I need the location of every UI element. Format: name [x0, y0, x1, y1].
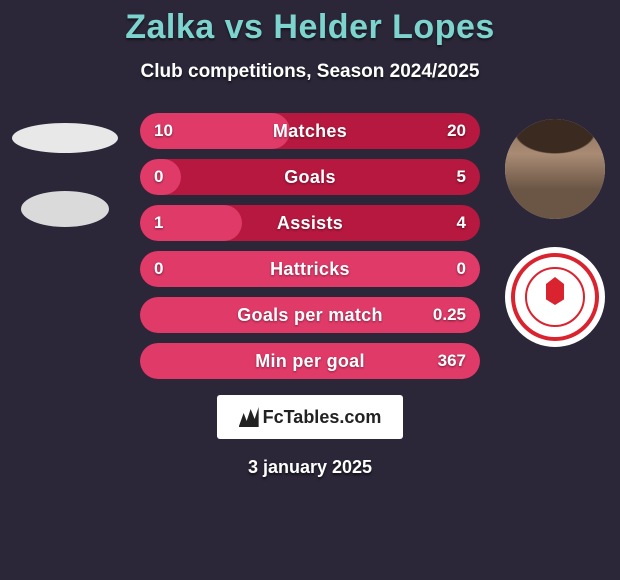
stat-right-value: 0 [457, 259, 466, 279]
chart-icon [239, 407, 259, 427]
right-player-photo [505, 119, 605, 219]
stat-label: Hattricks [140, 259, 480, 280]
right-club-badge [505, 247, 605, 347]
stat-label: Assists [140, 213, 480, 234]
branding-badge: FcTables.com [217, 395, 403, 439]
photo-hair [505, 119, 605, 159]
subtitle: Club competitions, Season 2024/2025 [141, 61, 480, 83]
stat-label: Matches [140, 121, 480, 142]
stat-label: Min per goal [140, 351, 480, 372]
stat-bar: 0Hattricks0 [140, 251, 480, 287]
page-title: Zalka vs Helder Lopes [125, 8, 495, 47]
stat-bar: 1Assists4 [140, 205, 480, 241]
stat-right-value: 0.25 [433, 305, 466, 325]
stat-label: Goals per match [140, 305, 480, 326]
branding-text: FcTables.com [263, 407, 382, 428]
stat-bar: Goals per match0.25 [140, 297, 480, 333]
stat-right-value: 367 [438, 351, 466, 371]
stat-right-value: 20 [447, 121, 466, 141]
stat-bar: 0Goals5 [140, 159, 480, 195]
right-column [498, 113, 618, 347]
root: Zalka vs Helder Lopes Club competitions,… [0, 0, 620, 580]
stat-right-value: 5 [457, 167, 466, 187]
stat-right-value: 4 [457, 213, 466, 233]
stat-bar: Min per goal367 [140, 343, 480, 379]
left-column [2, 113, 122, 241]
stat-label: Goals [140, 167, 480, 188]
title-player2: Helder Lopes [273, 8, 494, 46]
date-label: 3 january 2025 [248, 457, 372, 478]
title-vs: vs [225, 8, 264, 46]
title-player1: Zalka [125, 8, 214, 46]
stat-bar: 10Matches20 [140, 113, 480, 149]
comparison-panel: 10Matches200Goals51Assists40Hattricks0Go… [0, 113, 620, 379]
badge-inner [525, 267, 585, 327]
left-club-badge [21, 191, 109, 227]
left-player-photo [12, 123, 118, 153]
stats-bars: 10Matches200Goals51Assists40Hattricks0Go… [140, 113, 480, 379]
